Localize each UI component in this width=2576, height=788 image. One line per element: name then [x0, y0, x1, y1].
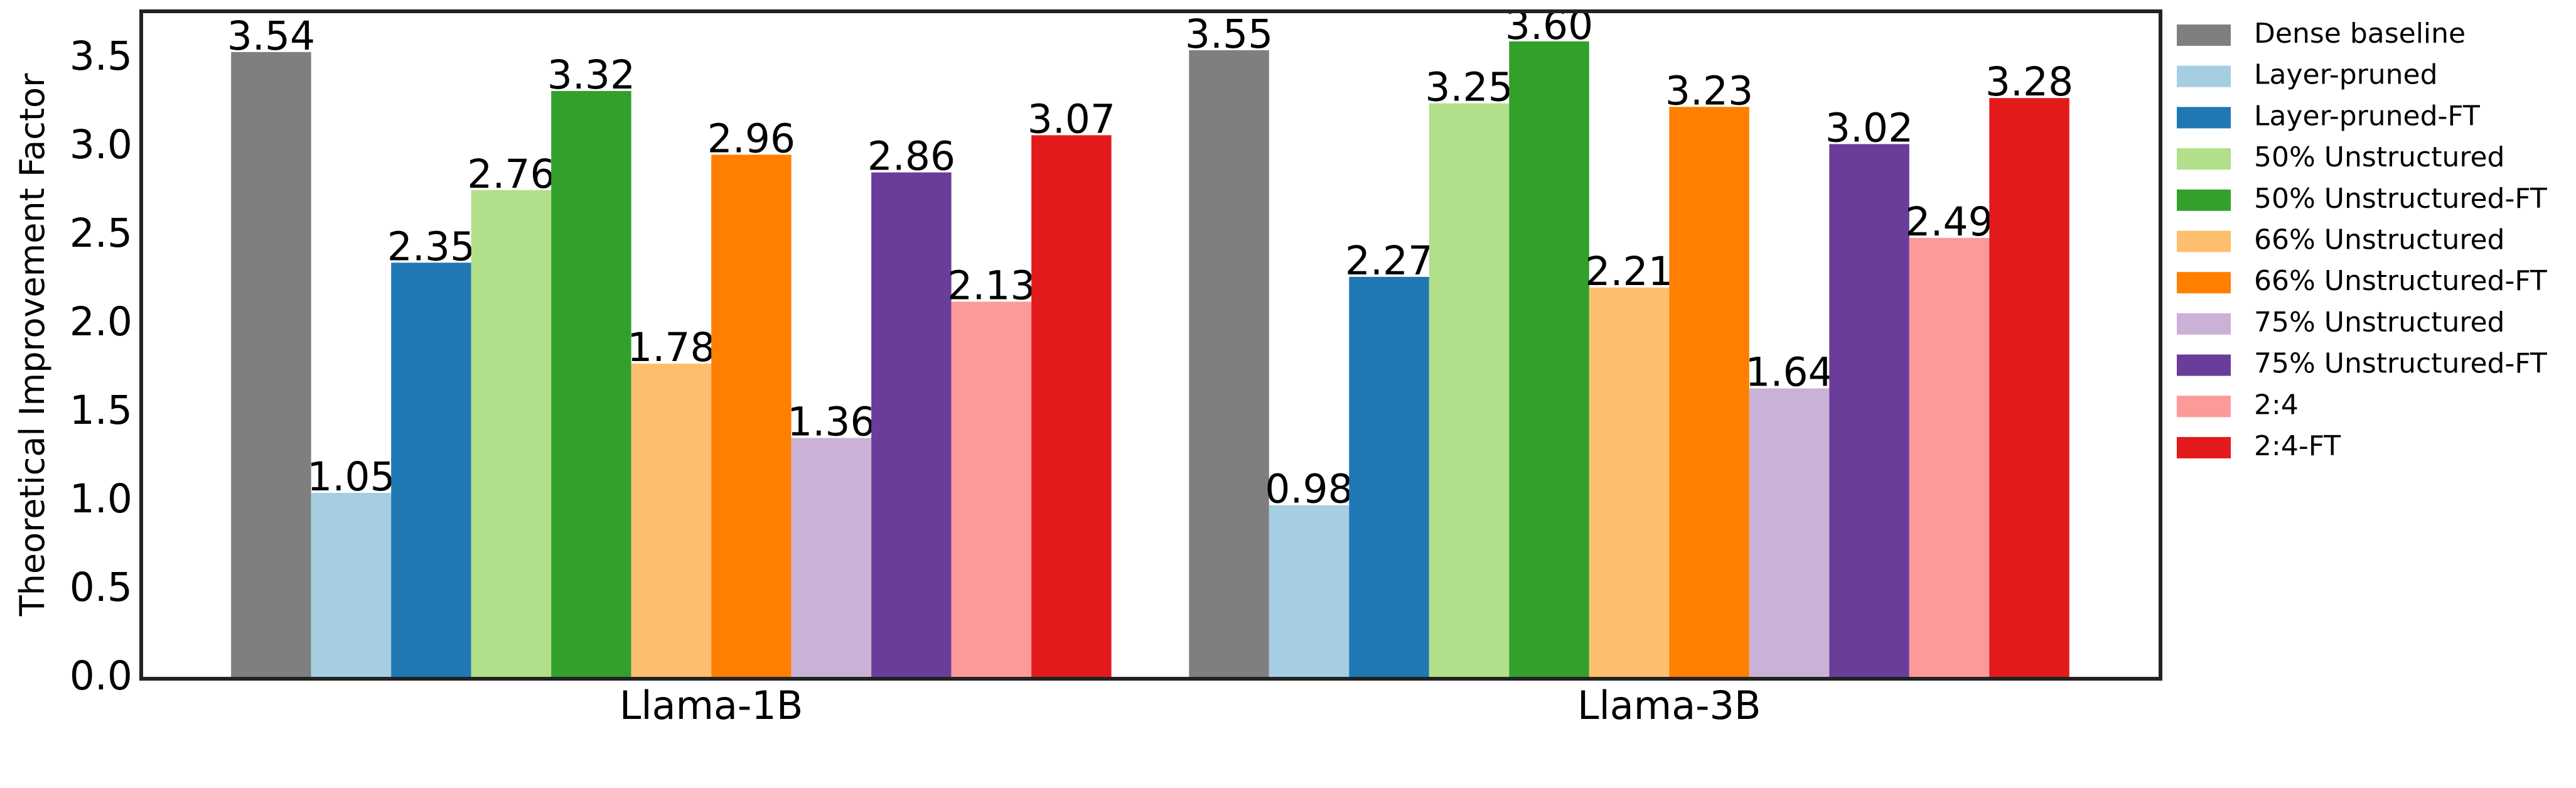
legend-swatch: [2177, 437, 2231, 458]
value-label: 3.28: [1985, 59, 2073, 105]
value-label: 1.78: [627, 325, 715, 370]
bar: [711, 154, 792, 679]
value-label: 3.54: [227, 13, 315, 59]
legend-swatch: [2177, 313, 2231, 335]
bar: [1589, 287, 1670, 679]
bar: [1349, 276, 1429, 679]
y-tick-label: 1.0: [70, 476, 132, 522]
y-tick-label: 0.5: [70, 564, 132, 610]
y-tick-label: 2.5: [70, 210, 132, 256]
y-tick-label: 3.5: [70, 33, 132, 79]
value-label: 3.23: [1665, 68, 1753, 114]
value-label: 3.32: [547, 52, 635, 98]
legend-swatch: [2177, 148, 2231, 170]
legend-label: 50% Unstructured-FT: [2254, 183, 2547, 215]
value-label: 1.36: [787, 399, 875, 445]
legend-label: 66% Unstructured: [2254, 224, 2504, 256]
value-label: 3.25: [1425, 65, 1513, 111]
value-label: 3.55: [1185, 11, 1273, 57]
bar: [1909, 237, 1990, 679]
bar: [1031, 135, 1112, 679]
value-label: 1.05: [307, 454, 395, 500]
legend-swatch: [2177, 272, 2231, 294]
value-label: 2.13: [947, 262, 1035, 308]
x-tick-label: Llama-3B: [1577, 683, 1761, 728]
legend-label: 66% Unstructured-FT: [2254, 265, 2547, 297]
legend-label: 2:4: [2254, 389, 2299, 421]
bar: [1669, 107, 1749, 679]
bar: [871, 172, 952, 679]
value-label: 1.64: [1745, 350, 1833, 396]
y-tick-label: 0.0: [70, 653, 132, 699]
legend-label: 2:4-FT: [2254, 430, 2341, 462]
value-label: 2.35: [387, 224, 475, 269]
legend-swatch: [2177, 65, 2231, 87]
bar: [231, 51, 311, 679]
y-axis-label: Theoretical Improvement Factor: [13, 73, 52, 617]
plot-frame: [139, 9, 2162, 681]
legend-swatch: [2177, 396, 2231, 418]
value-label: 3.02: [1825, 105, 1913, 151]
bar: [311, 492, 392, 679]
value-label: 2.49: [1905, 199, 1993, 245]
legend-swatch: [2177, 107, 2231, 129]
y-tick-label: 3.0: [70, 122, 132, 168]
legend-label: 50% Unstructured: [2254, 141, 2504, 173]
bar: [1189, 50, 1269, 679]
legend-swatch: [2177, 24, 2231, 46]
legend-swatch: [2177, 230, 2231, 252]
legend-label: 75% Unstructured: [2254, 306, 2504, 338]
value-label: 2.76: [467, 151, 555, 197]
bar: [951, 301, 1032, 679]
bar: [791, 438, 872, 679]
bar: [1829, 144, 1909, 679]
y-tick-label: 2.0: [70, 299, 132, 345]
value-label: 3.07: [1028, 96, 1115, 142]
legend-label: 75% Unstructured-FT: [2254, 348, 2547, 380]
value-label: 2.21: [1585, 249, 1673, 294]
bar: [1989, 98, 2069, 679]
bar: [471, 190, 552, 679]
x-tick-label: Llama-1B: [620, 683, 803, 728]
value-label: 3.60: [1505, 3, 1593, 48]
value-label: 0.98: [1265, 467, 1353, 512]
legend-swatch: [2177, 189, 2231, 211]
value-label: 2.27: [1345, 238, 1433, 284]
bar: [1749, 388, 1830, 679]
bar: [1509, 41, 1589, 679]
bar: [551, 90, 631, 679]
y-tick-label: 1.5: [70, 387, 132, 433]
bar: [391, 262, 471, 679]
legend-label: Layer-pruned-FT: [2254, 100, 2480, 132]
bar: [631, 364, 712, 679]
value-label: 2.96: [707, 116, 795, 161]
bar: [1429, 103, 1510, 679]
bar: [1269, 505, 1350, 679]
legend-label: Layer-pruned: [2254, 59, 2438, 91]
legend-label: Dense baseline: [2254, 18, 2466, 50]
value-label: 2.86: [867, 134, 955, 180]
legend-swatch: [2177, 354, 2231, 376]
